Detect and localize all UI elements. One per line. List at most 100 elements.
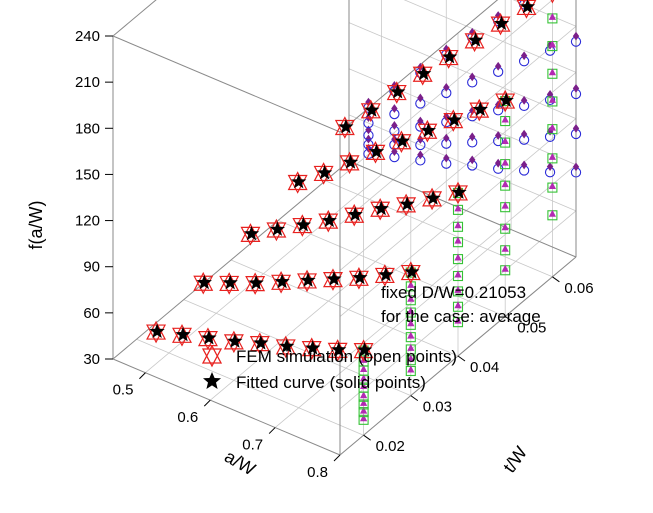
- fitted-point: [243, 225, 260, 241]
- fitted-point: [201, 330, 217, 345]
- back-projection-fitted-point: [494, 158, 502, 168]
- fitted-point: [498, 92, 514, 107]
- side-projection-fitted-point: [454, 301, 462, 309]
- fitted-point: [378, 266, 394, 282]
- fitted-point: [248, 275, 264, 290]
- box-frame: [112, 0, 577, 456]
- x-tick-mark: [203, 399, 211, 407]
- back-projection-fitted-point: [494, 131, 502, 140]
- fem-point-down: [318, 213, 339, 233]
- x-tick-mark: [333, 454, 341, 462]
- fitted-point: [442, 49, 458, 64]
- fem-point-down: [370, 201, 391, 221]
- fem-point-down: [365, 144, 386, 164]
- grid-line-back-f: [512, 0, 577, 27]
- fitted-point: [253, 335, 269, 350]
- back-projection-fitted-point: [417, 150, 424, 160]
- fitted-point: [196, 274, 212, 290]
- fitted-point: [300, 272, 316, 287]
- side-projection-fitted-point: [407, 343, 415, 351]
- fitted-point: [222, 274, 238, 290]
- side-projection-fitted-point: [454, 270, 462, 278]
- fitted-point: [472, 101, 488, 116]
- grid-line-floor-t: [325, 180, 553, 278]
- annotation: fixed D/W=0.21053 for the case: average: [381, 283, 541, 326]
- back-projection-fitted-point: [391, 104, 398, 113]
- fitted-point: [175, 326, 191, 342]
- back-projection-fitted-point: [520, 129, 528, 139]
- fitted-point: [279, 338, 295, 353]
- fem-point-down: [495, 93, 516, 113]
- x-tick-mark: [139, 372, 146, 380]
- back-projection-fitted-point: [365, 134, 372, 144]
- z-tick-label: 150: [75, 166, 100, 183]
- side-projection-fitted-point: [501, 244, 509, 252]
- fitted-point: [291, 173, 307, 189]
- y-tick-mark: [363, 434, 371, 441]
- y-tick-mark: [504, 315, 513, 322]
- grid-line-back-f: [348, 22, 577, 119]
- grid-line-back-f: [403, 0, 577, 73]
- fitted-point: [390, 84, 406, 99]
- side-projection-fitted-point: [454, 253, 462, 261]
- side-projection-fitted-point: [501, 201, 509, 209]
- annotation-line2: for the case: average: [381, 307, 541, 326]
- grid-line-floor-t: [183, 299, 411, 396]
- legend-label-fitted: Fitted curve (solid points): [236, 373, 426, 392]
- side-projection-fitted-point: [501, 223, 509, 231]
- back-projection-fitted-point: [417, 116, 424, 126]
- fitted-point: [326, 271, 342, 286]
- side-projection-fitted-point: [407, 331, 415, 339]
- side-projection-fitted-point: [548, 152, 556, 160]
- fitted-point: [368, 143, 385, 159]
- fem-point-down: [348, 270, 369, 290]
- fem-point-down: [301, 341, 322, 360]
- side-projection-fitted-point: [548, 123, 556, 131]
- side-projection-fitted-point: [501, 137, 509, 145]
- y-tick-label: 0.03: [423, 399, 452, 416]
- fitted-point: [331, 341, 347, 357]
- z-tick-label: 60: [83, 305, 100, 322]
- fitted-point: [493, 15, 510, 31]
- fem-point-down: [448, 185, 468, 205]
- annotation-line1: fixed D/W=0.21053: [381, 283, 526, 302]
- side-projection-fitted-point: [407, 307, 415, 315]
- z-tick-label: 30: [83, 351, 100, 368]
- side-projection-fitted-point: [548, 12, 556, 20]
- fitted-point: [451, 184, 467, 199]
- fitted-point: [295, 217, 311, 232]
- x-tick-mark: [268, 427, 276, 434]
- side-projection-fitted-point: [501, 115, 509, 123]
- box-edge: [112, 358, 341, 456]
- back-projection-fitted-point: [391, 121, 398, 130]
- y-tick-label: 0.02: [376, 438, 405, 455]
- back-projection-fitted-point: [520, 160, 528, 170]
- fitted-point: [338, 119, 354, 134]
- side-projection-fitted-point: [360, 365, 368, 373]
- back-projection-fitted-point: [520, 95, 528, 105]
- side-projection-fitted-point: [454, 236, 462, 244]
- side-projection-fitted-point: [407, 354, 415, 362]
- fem-point-down: [412, 66, 433, 86]
- side-projection-fitted-point: [360, 374, 368, 382]
- box-edge: [339, 0, 499, 133]
- y-axis-title: t/W: [499, 443, 531, 477]
- back-projection-fitted-point: [520, 51, 528, 61]
- back-projection-fitted-point: [572, 124, 580, 133]
- fitted-point: [227, 333, 243, 348]
- side-projection-fitted-point: [360, 391, 368, 399]
- y-tick-label: 0.06: [564, 280, 593, 297]
- side-projection-fitted-point: [548, 95, 556, 103]
- side-projection-fitted-point: [407, 319, 415, 327]
- back-projection-fitted-point: [546, 162, 554, 172]
- fitted-point: [373, 200, 389, 216]
- x-tick-label: 0.6: [177, 409, 198, 426]
- fem-point-down: [172, 327, 192, 347]
- side-projection-fitted-point: [501, 264, 509, 272]
- fitted-point: [317, 164, 333, 180]
- fitted-point: [399, 196, 415, 211]
- fem-point-down: [271, 274, 292, 294]
- back-projection-fitted-point: [443, 153, 450, 163]
- y-tick-label: 0.04: [470, 359, 499, 376]
